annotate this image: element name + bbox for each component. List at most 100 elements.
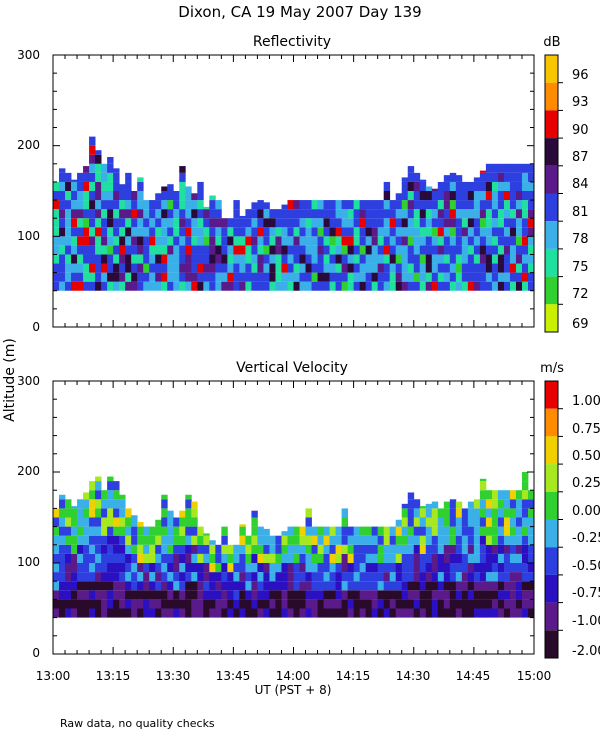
heatmap-cell — [335, 553, 342, 563]
heatmap-cell — [365, 245, 373, 255]
heatmap-cell — [137, 522, 144, 527]
heatmap-cell — [263, 202, 270, 210]
heatmap-cell — [521, 490, 529, 500]
heatmap-cell — [269, 218, 276, 228]
colorbar-swatch — [545, 221, 558, 249]
heatmap-cell — [89, 535, 96, 545]
heatmap-cell — [389, 254, 397, 264]
heatmap-cell — [503, 209, 511, 219]
heatmap-cell — [515, 581, 523, 591]
heatmap-cell — [485, 272, 493, 282]
heatmap-cell — [185, 191, 192, 201]
heatmap-cell — [125, 281, 132, 291]
heatmap-cell — [329, 581, 336, 591]
heatmap-cell — [257, 590, 264, 600]
heatmap-cell — [119, 254, 126, 264]
heatmap-cell — [203, 227, 210, 237]
heatmap-cell — [221, 263, 228, 273]
heatmap-cell — [353, 263, 361, 273]
heatmap-cell — [449, 200, 457, 210]
heatmap-cell — [347, 535, 355, 545]
heatmap-cell — [101, 608, 108, 618]
heatmap-cell — [257, 608, 264, 618]
heatmap-cell — [467, 218, 475, 228]
heatmap-cell — [527, 599, 535, 609]
heatmap-cell — [377, 227, 385, 237]
heatmap-cell — [179, 510, 186, 518]
reflectivity-cbar-label-96: 96 — [572, 68, 589, 83]
heatmap-cell — [467, 245, 475, 255]
heatmap-cell — [203, 544, 210, 554]
xtick-13-15: 13:15 — [96, 669, 131, 683]
heatmap-cell — [353, 281, 361, 291]
heatmap-cell — [59, 172, 66, 182]
heatmap-cell — [317, 526, 324, 536]
heatmap-cell — [377, 254, 385, 264]
heatmap-cell — [119, 517, 126, 527]
heatmap-cell — [245, 608, 252, 618]
heatmap-cell — [377, 563, 385, 573]
heatmap-cell — [383, 272, 391, 282]
heatmap-cell — [395, 544, 403, 554]
heatmap-cell — [497, 200, 505, 210]
heatmap-cell — [467, 590, 475, 600]
heatmap-cell — [503, 263, 511, 273]
heatmap-cell — [455, 501, 463, 509]
heatmap-cell — [89, 136, 96, 146]
heatmap-cell — [341, 227, 349, 237]
heatmap-cell — [491, 254, 499, 264]
heatmap-cell — [509, 590, 517, 600]
heatmap-cell — [287, 209, 294, 219]
heatmap-cell — [113, 599, 120, 609]
heatmap-cell — [101, 526, 108, 536]
heatmap-cell — [455, 272, 463, 282]
heatmap-cell — [155, 227, 162, 237]
heatmap-cell — [89, 508, 96, 518]
heatmap-cell — [527, 236, 535, 246]
heatmap-cell — [257, 544, 264, 554]
heatmap-cell — [53, 517, 60, 527]
heatmap-cell — [419, 581, 427, 591]
heatmap-cell — [461, 218, 469, 228]
heatmap-cell — [203, 272, 210, 282]
heatmap-cell — [335, 245, 342, 255]
heatmap-cell — [419, 526, 427, 536]
heatmap-cell — [491, 544, 499, 554]
heatmap-cell — [71, 526, 78, 536]
heatmap-cell — [89, 272, 96, 282]
heatmap-cell — [179, 581, 186, 591]
heatmap-cell — [383, 236, 391, 246]
heatmap-cell — [419, 272, 427, 282]
heatmap-cell — [455, 181, 463, 191]
heatmap-cell — [59, 254, 66, 264]
heatmap-cell — [437, 599, 445, 609]
heatmap-cell — [473, 227, 481, 237]
reflectivity-ytick-300: 300 — [17, 48, 40, 62]
heatmap-cell — [215, 599, 222, 609]
heatmap-cell — [299, 526, 306, 536]
heatmap-cell — [53, 526, 60, 536]
reflectivity-cbar-label-72: 72 — [572, 287, 589, 302]
heatmap-cell — [95, 163, 102, 173]
heatmap-cell — [209, 281, 216, 291]
heatmap-cell — [257, 599, 264, 609]
heatmap-cell — [515, 599, 523, 609]
heatmap-cell — [509, 599, 517, 609]
heatmap-cell — [89, 572, 96, 582]
heatmap-cell — [425, 581, 433, 591]
heatmap-cell — [353, 236, 361, 246]
heatmap-cell — [65, 254, 72, 264]
heatmap-cell — [77, 254, 84, 264]
vv-cbar-label-minus-1.00: -1.00 — [572, 614, 600, 629]
heatmap-cell — [95, 481, 102, 491]
heatmap-cell — [197, 608, 204, 618]
heatmap-cell — [305, 209, 312, 219]
heatmap-cell — [521, 272, 529, 282]
heatmap-cell — [179, 608, 186, 618]
heatmap-cell — [137, 181, 144, 191]
heatmap-cell — [443, 526, 451, 536]
heatmap-cell — [455, 218, 463, 228]
heatmap-cell — [113, 191, 120, 201]
heatmap-cell — [437, 553, 445, 563]
